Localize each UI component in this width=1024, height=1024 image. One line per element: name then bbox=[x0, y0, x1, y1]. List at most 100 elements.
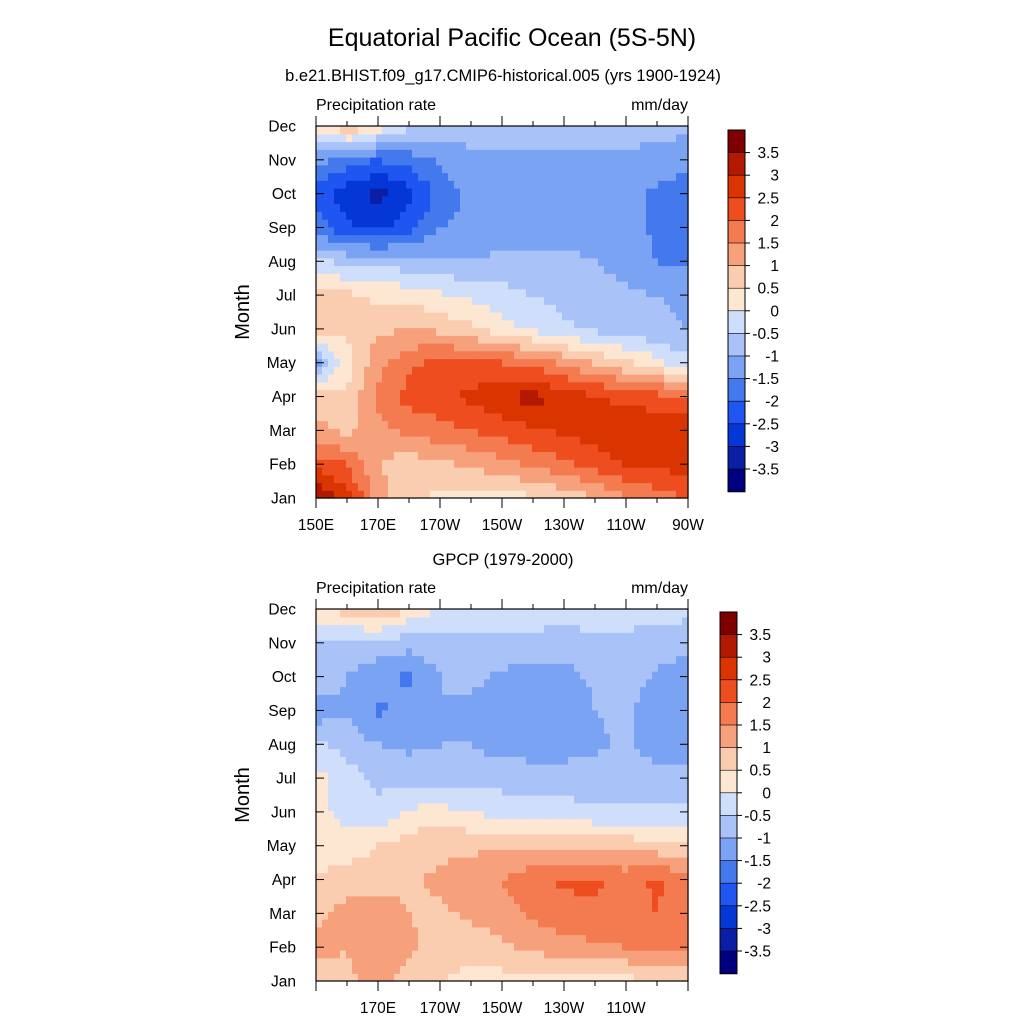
heatmap-cell bbox=[580, 802, 587, 812]
heatmap-cell bbox=[382, 343, 389, 352]
heatmap-cell bbox=[652, 420, 659, 429]
heatmap-cell bbox=[400, 965, 407, 974]
heatmap-cell bbox=[556, 405, 563, 414]
heatmap-cell bbox=[562, 880, 569, 889]
heatmap-cell bbox=[424, 312, 431, 321]
heatmap-cell bbox=[562, 888, 569, 897]
heatmap-cell bbox=[652, 405, 659, 414]
heatmap-cell bbox=[616, 965, 623, 974]
heatmap-cell bbox=[436, 911, 443, 920]
heatmap-cell bbox=[430, 219, 437, 228]
heatmap-cell bbox=[394, 358, 401, 367]
heatmap-cell bbox=[406, 157, 413, 166]
heatmap-cell bbox=[622, 195, 629, 205]
heatmap-cell bbox=[670, 374, 677, 383]
heatmap-cell bbox=[424, 490, 431, 499]
heatmap-cell bbox=[478, 428, 485, 437]
heatmap-cell bbox=[436, 381, 443, 391]
heatmap-cell bbox=[382, 157, 389, 166]
heatmap-cell bbox=[532, 880, 539, 889]
heatmap-cell bbox=[544, 319, 551, 329]
heatmap-cell bbox=[490, 273, 497, 282]
heatmap-cell bbox=[436, 428, 443, 437]
heatmap-cell bbox=[586, 149, 593, 158]
heatmap-cell bbox=[352, 474, 359, 484]
heatmap-cell bbox=[616, 343, 623, 352]
heatmap-cell bbox=[670, 857, 677, 866]
heatmap-cell bbox=[520, 319, 527, 329]
heatmap-cell bbox=[424, 810, 431, 819]
heatmap-cell bbox=[412, 327, 419, 336]
heatmap-cell bbox=[346, 157, 353, 166]
heatmap-cell bbox=[346, 234, 353, 243]
heatmap-cell bbox=[376, 203, 383, 212]
heatmap-cell bbox=[604, 451, 611, 460]
heatmap-cell bbox=[610, 903, 617, 912]
heatmap-cell bbox=[502, 787, 509, 796]
heatmap-cell bbox=[472, 420, 479, 429]
heatmap-cell bbox=[484, 211, 491, 220]
heatmap-cell bbox=[376, 436, 383, 445]
heatmap-cell bbox=[328, 335, 335, 344]
heatmap-cell bbox=[406, 350, 413, 360]
heatmap-cell bbox=[622, 926, 629, 936]
heatmap-cell bbox=[358, 312, 365, 321]
heatmap-cell bbox=[340, 250, 347, 259]
heatmap-cell bbox=[502, 195, 509, 205]
heatmap-cell bbox=[502, 436, 509, 445]
heatmap-cell bbox=[550, 188, 557, 197]
heatmap-cell bbox=[610, 950, 617, 959]
heatmap-cell bbox=[676, 787, 683, 796]
heatmap-cell bbox=[460, 849, 467, 858]
heatmap-cell bbox=[610, 771, 617, 781]
heatmap-cell bbox=[568, 296, 575, 305]
heatmap-cell bbox=[466, 226, 473, 236]
heatmap-cell bbox=[334, 405, 341, 414]
heatmap-cell bbox=[358, 895, 365, 905]
heatmap-cell bbox=[676, 965, 683, 974]
heatmap-cell bbox=[646, 787, 653, 796]
heatmap-cell bbox=[514, 250, 521, 259]
heatmap-cell bbox=[322, 436, 329, 445]
heatmap-cell bbox=[364, 312, 371, 321]
heatmap-cell bbox=[382, 443, 389, 453]
heatmap-cell bbox=[514, 841, 521, 850]
heatmap-cell bbox=[592, 288, 599, 298]
heatmap-cell bbox=[334, 957, 341, 967]
heatmap-cell bbox=[574, 172, 581, 181]
heatmap-cell bbox=[346, 288, 353, 298]
heatmap-cell bbox=[550, 304, 557, 313]
heatmap-cell bbox=[418, 451, 425, 460]
heatmap-cell bbox=[562, 795, 569, 804]
heatmap-cell bbox=[460, 740, 467, 750]
heatmap-cell bbox=[340, 880, 347, 889]
heatmap-cell bbox=[328, 764, 335, 773]
heatmap-cell bbox=[382, 740, 389, 750]
heatmap-cell bbox=[466, 405, 473, 414]
heatmap-cell bbox=[322, 795, 329, 804]
heatmap-cell bbox=[562, 779, 569, 788]
heatmap-cell bbox=[346, 195, 353, 205]
heatmap-cell bbox=[670, 957, 677, 967]
heatmap-cell bbox=[616, 926, 623, 936]
heatmap-cell bbox=[352, 420, 359, 429]
heatmap-cell bbox=[604, 141, 611, 150]
heatmap-cell bbox=[406, 942, 413, 951]
heatmap-cell bbox=[556, 950, 563, 959]
heatmap-cell bbox=[538, 857, 545, 866]
heatmap-cell bbox=[424, 957, 431, 967]
heatmap-cell bbox=[478, 771, 485, 781]
heatmap-cell bbox=[610, 149, 617, 158]
heatmap-cell bbox=[580, 903, 587, 912]
heatmap-cell bbox=[388, 810, 395, 819]
heatmap-cell bbox=[610, 942, 617, 951]
heatmap-cell bbox=[622, 888, 629, 897]
heatmap-cell bbox=[526, 810, 533, 819]
heatmap-cell bbox=[454, 926, 461, 936]
heatmap-cell bbox=[406, 273, 413, 282]
heatmap-cell bbox=[568, 482, 575, 491]
heatmap-cell bbox=[454, 374, 461, 383]
heatmap-cell bbox=[460, 888, 467, 897]
heatmap-cell bbox=[568, 405, 575, 414]
heatmap-cell bbox=[562, 281, 569, 290]
